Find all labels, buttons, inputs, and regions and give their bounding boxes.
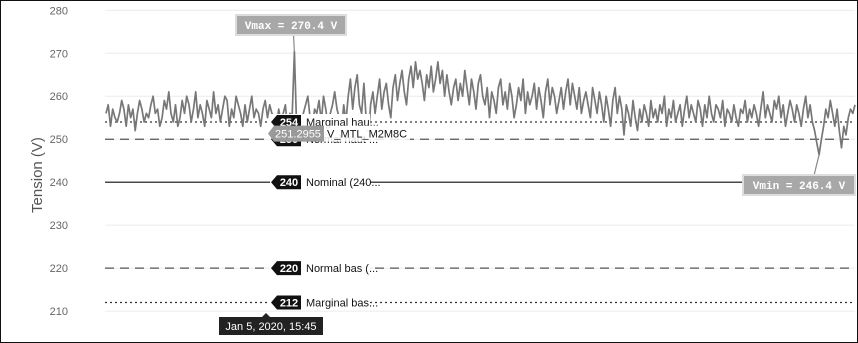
tooltip-x-bg	[219, 313, 323, 335]
y-tick-label: 270	[50, 48, 68, 60]
reference-name: Normal bas (...	[306, 263, 378, 275]
annotation-pointer	[813, 154, 820, 176]
y-tick-label: 220	[50, 263, 68, 275]
reference-badge	[271, 295, 301, 310]
vmin-annotation: Vmin = 246.4 V	[742, 154, 856, 196]
y-tick-label: 280	[50, 5, 68, 17]
reference-badge	[271, 115, 301, 130]
vmax-annotation: Vmax = 270.4 V	[235, 14, 347, 52]
annotation-pointer	[292, 34, 295, 52]
reference-value: 212	[280, 298, 298, 310]
reference-label: 240 Nominal (240...	[270, 174, 381, 191]
y-axis-label: Tension (V)	[29, 137, 46, 213]
y-tick-label: 230	[50, 220, 68, 232]
hover-tooltip: 251.2955 V_MTL_M2M8C Jan 5, 2020, 15:45	[219, 125, 410, 335]
reference-badge	[271, 261, 301, 276]
tooltip-value-text: 251.2955	[275, 129, 321, 141]
annotation-text: Vmin = 246.4 V	[753, 181, 846, 193]
reference-lines	[105, 121, 855, 304]
reference-name: Nominal (240...	[306, 177, 381, 189]
y-axis-ticks: 210 220 230 240 250 260 270 280	[50, 5, 68, 318]
reference-value: 220	[280, 263, 298, 275]
reference-badge	[271, 175, 301, 190]
series-layer[interactable]	[105, 50, 856, 156]
tooltip-series-name: V_MTL_M2M8C	[327, 129, 407, 141]
y-tick-label: 260	[50, 91, 68, 103]
reference-label: 212 Marginal bas...	[270, 294, 378, 311]
y-tick-label: 240	[50, 177, 68, 189]
tooltip-value-bg	[268, 125, 324, 142]
reference-label: 220 Normal bas (...	[270, 260, 378, 277]
tooltip-x-text: Jan 5, 2020, 15:45	[225, 321, 316, 333]
y-tick-label: 210	[50, 306, 68, 318]
grid-lines	[105, 9, 855, 312]
reference-value: 240	[280, 177, 298, 189]
y-tick-label: 250	[50, 134, 68, 146]
tooltip-x: Jan 5, 2020, 15:45	[219, 313, 323, 335]
reference-name: Marginal bas...	[306, 298, 378, 310]
annotation-box	[742, 174, 856, 196]
tooltip-name-bg	[324, 125, 410, 142]
series-line[interactable]	[105, 50, 856, 156]
annotations: Vmax = 270.4 V Vmin = 246.4 V	[235, 14, 856, 196]
tooltip-value: 251.2955 V_MTL_M2M8C	[268, 125, 410, 142]
annotation-text: Vmax = 270.4 V	[245, 21, 338, 33]
annotation-box	[235, 14, 347, 36]
